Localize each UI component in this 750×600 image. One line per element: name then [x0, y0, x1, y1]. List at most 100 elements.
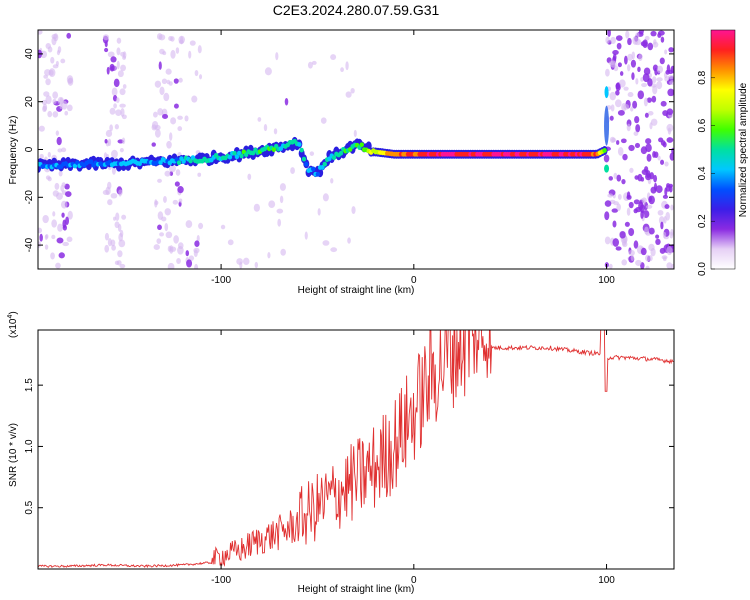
- ridge-blob: [181, 159, 186, 164]
- noise-blob: [630, 254, 635, 262]
- y-tick-label: 0: [24, 146, 35, 152]
- noise-blob: [666, 137, 674, 143]
- noise-blob: [646, 153, 652, 162]
- noise-blob: [102, 34, 110, 41]
- noise-blob: [39, 233, 43, 242]
- noise-blob: [56, 237, 64, 244]
- noise-blob: [44, 244, 49, 250]
- noise-blob: [345, 91, 352, 98]
- noise-blob: [667, 88, 674, 97]
- noise-blob: [624, 55, 628, 65]
- noise-blob: [122, 55, 127, 60]
- noise-blob: [638, 53, 643, 61]
- noise-blob: [45, 43, 51, 50]
- noise-blob: [646, 97, 653, 103]
- noise-blob: [104, 232, 110, 241]
- noise-blob: [159, 86, 165, 96]
- noise-blob: [151, 120, 159, 130]
- ridge-blob: [304, 161, 309, 167]
- noise-blob: [153, 244, 160, 251]
- ridge-blob: [297, 142, 302, 147]
- noise-blob: [643, 67, 651, 76]
- noise-blob: [114, 124, 119, 130]
- noise-blob: [659, 57, 665, 65]
- y-tick-label: -40: [24, 237, 35, 252]
- noise-blob: [59, 104, 63, 110]
- noise-blob: [631, 72, 635, 80]
- noise-blob: [116, 260, 122, 266]
- noise-blob: [609, 91, 617, 101]
- noise-blob: [185, 250, 190, 257]
- noise-blob: [347, 237, 351, 244]
- noise-blob: [105, 129, 113, 138]
- noise-blob: [616, 42, 622, 50]
- noise-blob: [170, 49, 176, 59]
- noise-blob: [280, 248, 286, 256]
- snr-multiplier: (x104): [7, 311, 19, 338]
- noise-blob: [615, 246, 622, 251]
- noise-blob: [645, 265, 650, 269]
- snr-frame: [37, 329, 675, 570]
- noise-blob: [257, 117, 262, 122]
- noise-blob: [121, 114, 127, 120]
- noise-blob: [640, 77, 644, 82]
- ridge-blob: [232, 150, 237, 156]
- colorbar-tick-label: 0.2: [697, 214, 708, 228]
- ridge-blob: [88, 159, 94, 165]
- noise-blob: [628, 144, 635, 152]
- y-tick-label: 40: [24, 48, 35, 60]
- noise-blob: [604, 236, 611, 245]
- noise-blob: [194, 240, 200, 248]
- noise-blob: [50, 252, 55, 260]
- noise-blob: [657, 32, 662, 38]
- noise-blob: [50, 56, 55, 64]
- noise-blob: [619, 71, 624, 76]
- noise-blob: [119, 263, 126, 269]
- ridge-blob: [234, 154, 240, 160]
- noise-blob: [153, 111, 158, 118]
- noise-blob: [220, 224, 226, 230]
- noise-blob: [644, 35, 650, 41]
- noise-blob: [618, 79, 626, 88]
- noise-blob: [279, 183, 286, 191]
- noise-blob: [48, 68, 56, 77]
- noise-blob: [650, 30, 657, 37]
- noise-blob: [189, 40, 196, 46]
- noise-blob: [115, 212, 120, 222]
- noise-blob: [55, 130, 60, 136]
- noise-blob: [345, 61, 349, 71]
- noise-blob: [178, 39, 184, 45]
- noise-blob: [660, 159, 665, 165]
- colorbar-tick-label: 0.4: [697, 166, 708, 180]
- noise-blob: [106, 66, 110, 75]
- noise-blob: [615, 82, 621, 90]
- noise-blob: [627, 53, 633, 61]
- noise-blob: [619, 231, 626, 239]
- noise-blob: [353, 129, 357, 138]
- noise-blob: [666, 246, 673, 256]
- noise-blob: [107, 51, 115, 58]
- noise-blob: [170, 36, 175, 42]
- noise-blob: [163, 92, 170, 102]
- noise-blob: [304, 231, 308, 240]
- noise-blob: [178, 198, 183, 203]
- noise-blob: [102, 189, 110, 196]
- ridge-blob: [338, 150, 344, 156]
- snr-series-line: [38, 330, 674, 569]
- noise-blob: [665, 185, 671, 192]
- noise-blob: [645, 204, 653, 209]
- noise-blob: [58, 252, 65, 259]
- noise-blob: [154, 129, 161, 138]
- noise-blob: [52, 190, 59, 197]
- spectrogram-x-ticks: -100 0 100: [211, 30, 615, 286]
- noise-blob: [168, 164, 176, 173]
- noise-blob: [311, 60, 317, 65]
- noise-blob: [177, 115, 183, 120]
- noise-blob: [45, 175, 51, 180]
- ridge-blob: [331, 155, 337, 161]
- noise-blob: [52, 211, 56, 217]
- ridge-blob: [602, 148, 607, 153]
- noise-blob: [177, 126, 183, 132]
- noise-blob: [173, 235, 179, 244]
